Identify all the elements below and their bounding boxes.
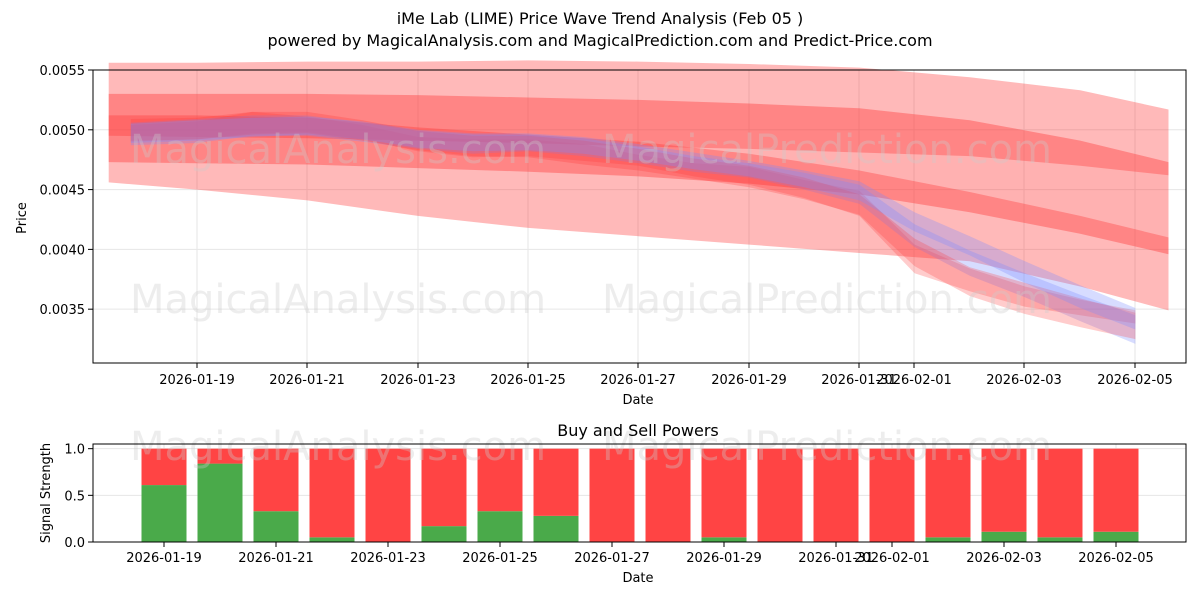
x-tick-label: 2026-02-01 <box>876 373 952 388</box>
chart-subtitle: powered by MagicalAnalysis.com and Magic… <box>267 31 933 50</box>
sell-bar <box>477 448 523 512</box>
x-tick-label: 2026-01-31 <box>798 551 874 566</box>
price-y-axis-label: Price <box>15 202 30 234</box>
y-tick-label: 0.0050 <box>40 124 86 139</box>
sell-bar <box>253 448 299 512</box>
buy-bar <box>981 531 1027 542</box>
watermark-text: MagicalPrediction.com <box>602 424 1052 470</box>
sell-bar <box>701 448 747 538</box>
x-tick-label: 2026-01-21 <box>269 373 345 388</box>
buy-bar <box>141 485 187 542</box>
buy-bar <box>309 537 355 542</box>
watermark-text: MagicalAnalysis.com <box>130 127 546 173</box>
signal-y-axis-label: Signal Strength <box>39 443 54 543</box>
price-band-wide-band-upper <box>108 60 1169 176</box>
y-tick-label: 0.0040 <box>40 243 86 258</box>
price-ticks: 2026-01-19 2026-01-21 2026-01-23 2026-01-25… <box>40 64 1173 388</box>
buy-bar <box>925 537 971 542</box>
watermark-text: MagicalAnalysis.com <box>130 424 546 470</box>
signal-x-axis-label: Date <box>622 571 653 586</box>
x-tick-label: 2026-01-23 <box>350 551 426 566</box>
buy-bar <box>1037 537 1083 542</box>
sell-bar <box>533 448 579 516</box>
y-tick-label: 0.0035 <box>40 303 86 318</box>
x-tick-label: 2026-01-27 <box>600 373 676 388</box>
price-band-wide-band-lower <box>108 115 1169 311</box>
watermark-text: MagicalAnalysis.com <box>130 277 546 323</box>
y-tick-label: 0.0 <box>64 536 85 551</box>
sell-bar <box>813 448 859 542</box>
sell-bar <box>421 448 467 527</box>
y-tick-label: 0.5 <box>64 489 85 504</box>
buy-bar <box>1093 531 1139 542</box>
sell-bar <box>645 448 691 542</box>
x-tick-label: 2026-01-21 <box>238 551 314 566</box>
x-tick-label: 2026-02-03 <box>986 373 1062 388</box>
y-tick-label: 0.0045 <box>40 184 86 199</box>
x-tick-label: 2026-02-01 <box>854 551 930 566</box>
sell-bar <box>365 448 411 542</box>
signal-chart-title: Buy and Sell Powers <box>557 421 719 440</box>
x-tick-label: 2026-01-29 <box>686 551 762 566</box>
sell-bar <box>141 448 187 486</box>
x-tick-label: 2026-01-19 <box>126 551 202 566</box>
buy-bar <box>421 526 467 542</box>
buy-bar <box>197 463 243 542</box>
buy-bar <box>701 537 747 542</box>
price-wave-2 <box>130 115 1136 344</box>
y-tick-label: 0.0055 <box>40 64 86 79</box>
sell-bar <box>309 448 355 538</box>
price-wave-1 <box>130 111 1136 324</box>
sell-bar <box>1037 448 1083 538</box>
x-tick-label: 2026-01-31 <box>821 373 897 388</box>
x-tick-label: 2026-01-25 <box>462 551 538 566</box>
sell-bar <box>589 448 635 542</box>
x-tick-label: 2026-01-27 <box>574 551 650 566</box>
buy-bar <box>253 511 299 542</box>
price-wave-3 <box>130 111 1136 340</box>
price-x-axis-label: Date <box>622 393 653 408</box>
sell-bar <box>925 448 971 538</box>
buy-bar <box>533 515 579 542</box>
price-bands <box>108 60 1169 311</box>
chart-title: iMe Lab (LIME) Price Wave Trend Analysis… <box>396 9 804 28</box>
sell-bar <box>197 448 243 464</box>
price-wave-4 <box>130 116 1136 330</box>
price-waves <box>130 111 1136 344</box>
x-tick-label: 2026-01-25 <box>490 373 566 388</box>
y-tick-label: 1.0 <box>64 443 85 458</box>
signal-axes-frame <box>92 443 1187 543</box>
signal-ticks: 2026-01-19 2026-01-21 2026-01-23 2026-01-25… <box>64 443 1153 566</box>
x-tick-label: 2026-01-29 <box>711 373 787 388</box>
price-band-wide-band-middle <box>108 93 1169 255</box>
x-tick-label: 2026-02-05 <box>1078 551 1154 566</box>
x-tick-label: 2026-02-05 <box>1097 373 1173 388</box>
watermark-text: MagicalPrediction.com <box>602 277 1052 323</box>
sell-bar <box>1093 448 1139 532</box>
x-tick-label: 2026-01-19 <box>159 373 235 388</box>
price-axes-frame <box>92 69 1187 364</box>
x-tick-label: 2026-01-23 <box>380 373 456 388</box>
sell-bar <box>869 448 915 542</box>
watermark-text: MagicalPrediction.com <box>602 127 1052 173</box>
sell-bar <box>757 448 803 542</box>
sell-bar <box>981 448 1027 532</box>
x-tick-label: 2026-02-03 <box>966 551 1042 566</box>
buy-bar <box>477 511 523 542</box>
signal-bars <box>141 448 1139 542</box>
